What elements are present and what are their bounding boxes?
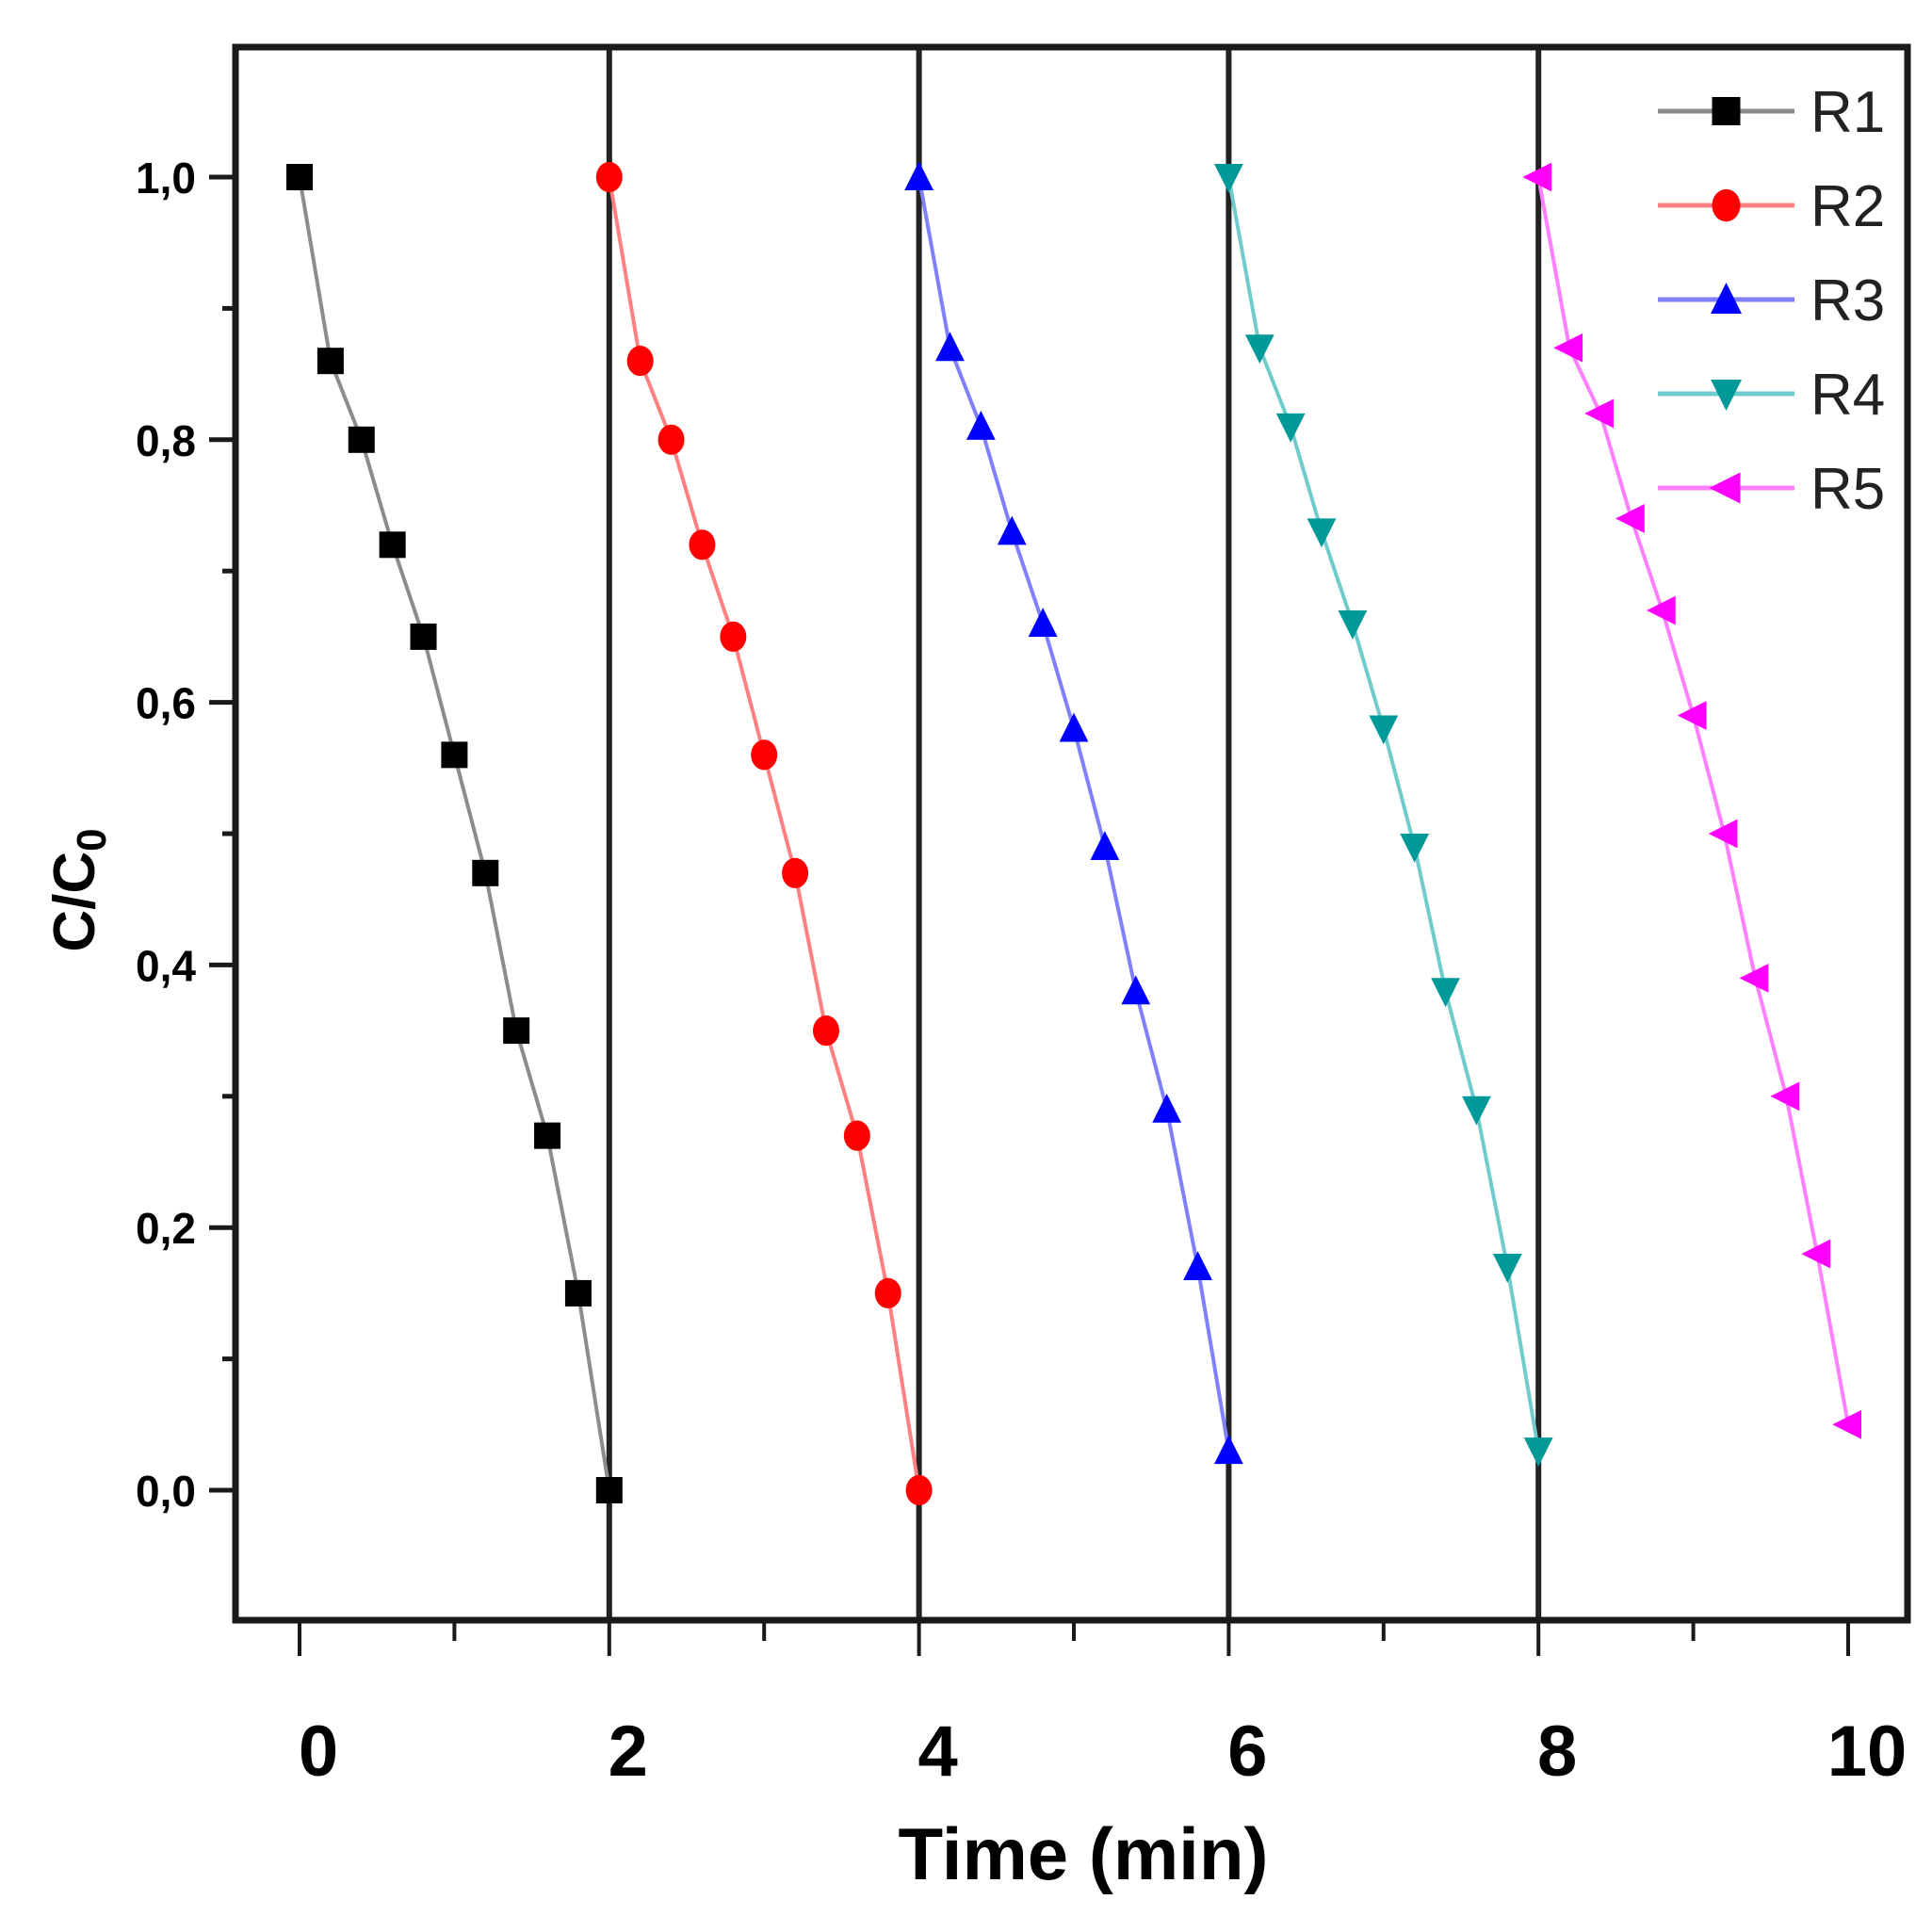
data-point-marker [1275, 413, 1306, 443]
data-point-marker [904, 161, 934, 190]
data-point-marker [720, 621, 747, 653]
x-tick-label: 0 [299, 1712, 338, 1792]
segment-dividers [606, 47, 1542, 1620]
data-point-marker [874, 1277, 901, 1308]
y-tick-label: 0,6 [136, 679, 196, 728]
series-r3 [904, 161, 1243, 1465]
data-point-marker [286, 164, 313, 190]
data-point-marker [379, 531, 406, 559]
legend-item-r5: R5 [1658, 457, 1885, 522]
data-point-marker [1708, 819, 1738, 849]
x-tick-label: 2 [609, 1712, 648, 1792]
y-tick-label: 0,2 [136, 1204, 196, 1253]
data-point-marker [1770, 1081, 1800, 1112]
data-point-marker [1090, 831, 1120, 860]
data-point-marker [1244, 334, 1274, 365]
data-point-marker [1028, 608, 1058, 637]
data-point-marker [1801, 1239, 1831, 1269]
x-tick-label: 8 [1537, 1712, 1577, 1792]
data-point-marker [1214, 164, 1243, 193]
data-point-marker [1183, 1251, 1212, 1281]
data-point-marker [626, 346, 654, 377]
data-point-marker [782, 857, 809, 888]
data-point-marker [1400, 833, 1430, 863]
y-tick-label: 0,4 [136, 941, 196, 990]
data-point-marker [1615, 504, 1645, 533]
legend-item-r2: R2 [1658, 174, 1885, 239]
data-point-marker [348, 426, 375, 453]
data-point-marker [1709, 472, 1741, 504]
data-point-marker [472, 859, 499, 886]
data-point-marker [1711, 380, 1742, 411]
y-axis: 0,0 0,2 0,4 0,6 0,8 1,0 [136, 154, 235, 1516]
y-tick-label: 0,0 [136, 1467, 196, 1516]
legend: R1 R2 R3 R4 R5 [1658, 80, 1885, 522]
data-point-marker [317, 348, 344, 375]
data-point-marker [1711, 283, 1742, 314]
x-tick-label: 4 [917, 1712, 957, 1792]
data-point-marker [812, 1015, 839, 1047]
data-point-marker [905, 1474, 933, 1506]
x-tick-label: 6 [1227, 1712, 1267, 1792]
data-point-marker [1214, 1435, 1243, 1465]
x-axis-title: Time (min) [899, 1812, 1269, 1895]
series-r1 [286, 164, 623, 1503]
series-r4 [1214, 164, 1553, 1467]
data-point-marker [689, 529, 716, 560]
series-layer [286, 161, 1861, 1506]
x-tick-label: 10 [1827, 1712, 1908, 1792]
data-point-marker [1712, 97, 1741, 125]
y-tick-label: 0,8 [136, 416, 196, 465]
y-tick-label: 1,0 [136, 154, 196, 203]
legend-label: R2 [1810, 174, 1885, 239]
legend-label: R4 [1810, 363, 1885, 428]
legend-item-r3: R3 [1658, 268, 1885, 333]
data-point-marker [441, 741, 468, 769]
y-axis-title-subscript: 0 [69, 828, 115, 851]
data-point-marker [1646, 595, 1676, 625]
data-point-marker [1739, 963, 1769, 993]
data-point-marker [1492, 1254, 1522, 1283]
legend-label: R5 [1810, 457, 1885, 522]
data-point-marker [595, 1477, 623, 1503]
data-point-marker [1584, 398, 1614, 429]
data-point-marker [564, 1279, 592, 1307]
data-point-marker [1369, 715, 1399, 745]
data-point-marker [1059, 712, 1089, 742]
svg-text:C/C0: C/C0 [42, 828, 115, 951]
data-point-marker [1523, 1437, 1553, 1467]
y-axis-title-main: C/C [42, 852, 107, 952]
data-point-marker [1338, 609, 1368, 640]
data-point-marker [997, 515, 1027, 545]
data-point-marker [1522, 162, 1552, 192]
data-point-marker [1121, 975, 1151, 1005]
data-point-marker [534, 1122, 561, 1149]
data-point-marker [658, 424, 685, 455]
x-axis: 0 2 4 6 8 10 [298, 1620, 1908, 1792]
data-point-marker [966, 411, 996, 440]
legend-item-r1: R1 [1658, 80, 1885, 145]
data-point-marker [1677, 701, 1707, 730]
legend-label: R3 [1810, 268, 1885, 333]
data-point-marker [1152, 1093, 1182, 1123]
data-point-marker [595, 161, 623, 193]
data-point-marker [1431, 978, 1460, 1008]
data-point-marker [503, 1017, 530, 1045]
data-point-marker [1553, 333, 1583, 363]
data-point-marker [410, 623, 437, 650]
data-point-marker [1307, 518, 1337, 548]
data-point-marker [935, 332, 965, 362]
data-point-marker [843, 1120, 870, 1151]
series-r2 [595, 161, 933, 1506]
data-point-marker [1462, 1096, 1491, 1126]
data-point-marker [751, 739, 778, 771]
data-point-marker [1712, 188, 1741, 222]
data-point-marker [1832, 1409, 1861, 1439]
y-axis-title: C/C0 [42, 828, 115, 951]
series-r5 [1522, 162, 1861, 1439]
legend-label: R1 [1810, 80, 1885, 145]
legend-item-r4: R4 [1658, 363, 1885, 428]
